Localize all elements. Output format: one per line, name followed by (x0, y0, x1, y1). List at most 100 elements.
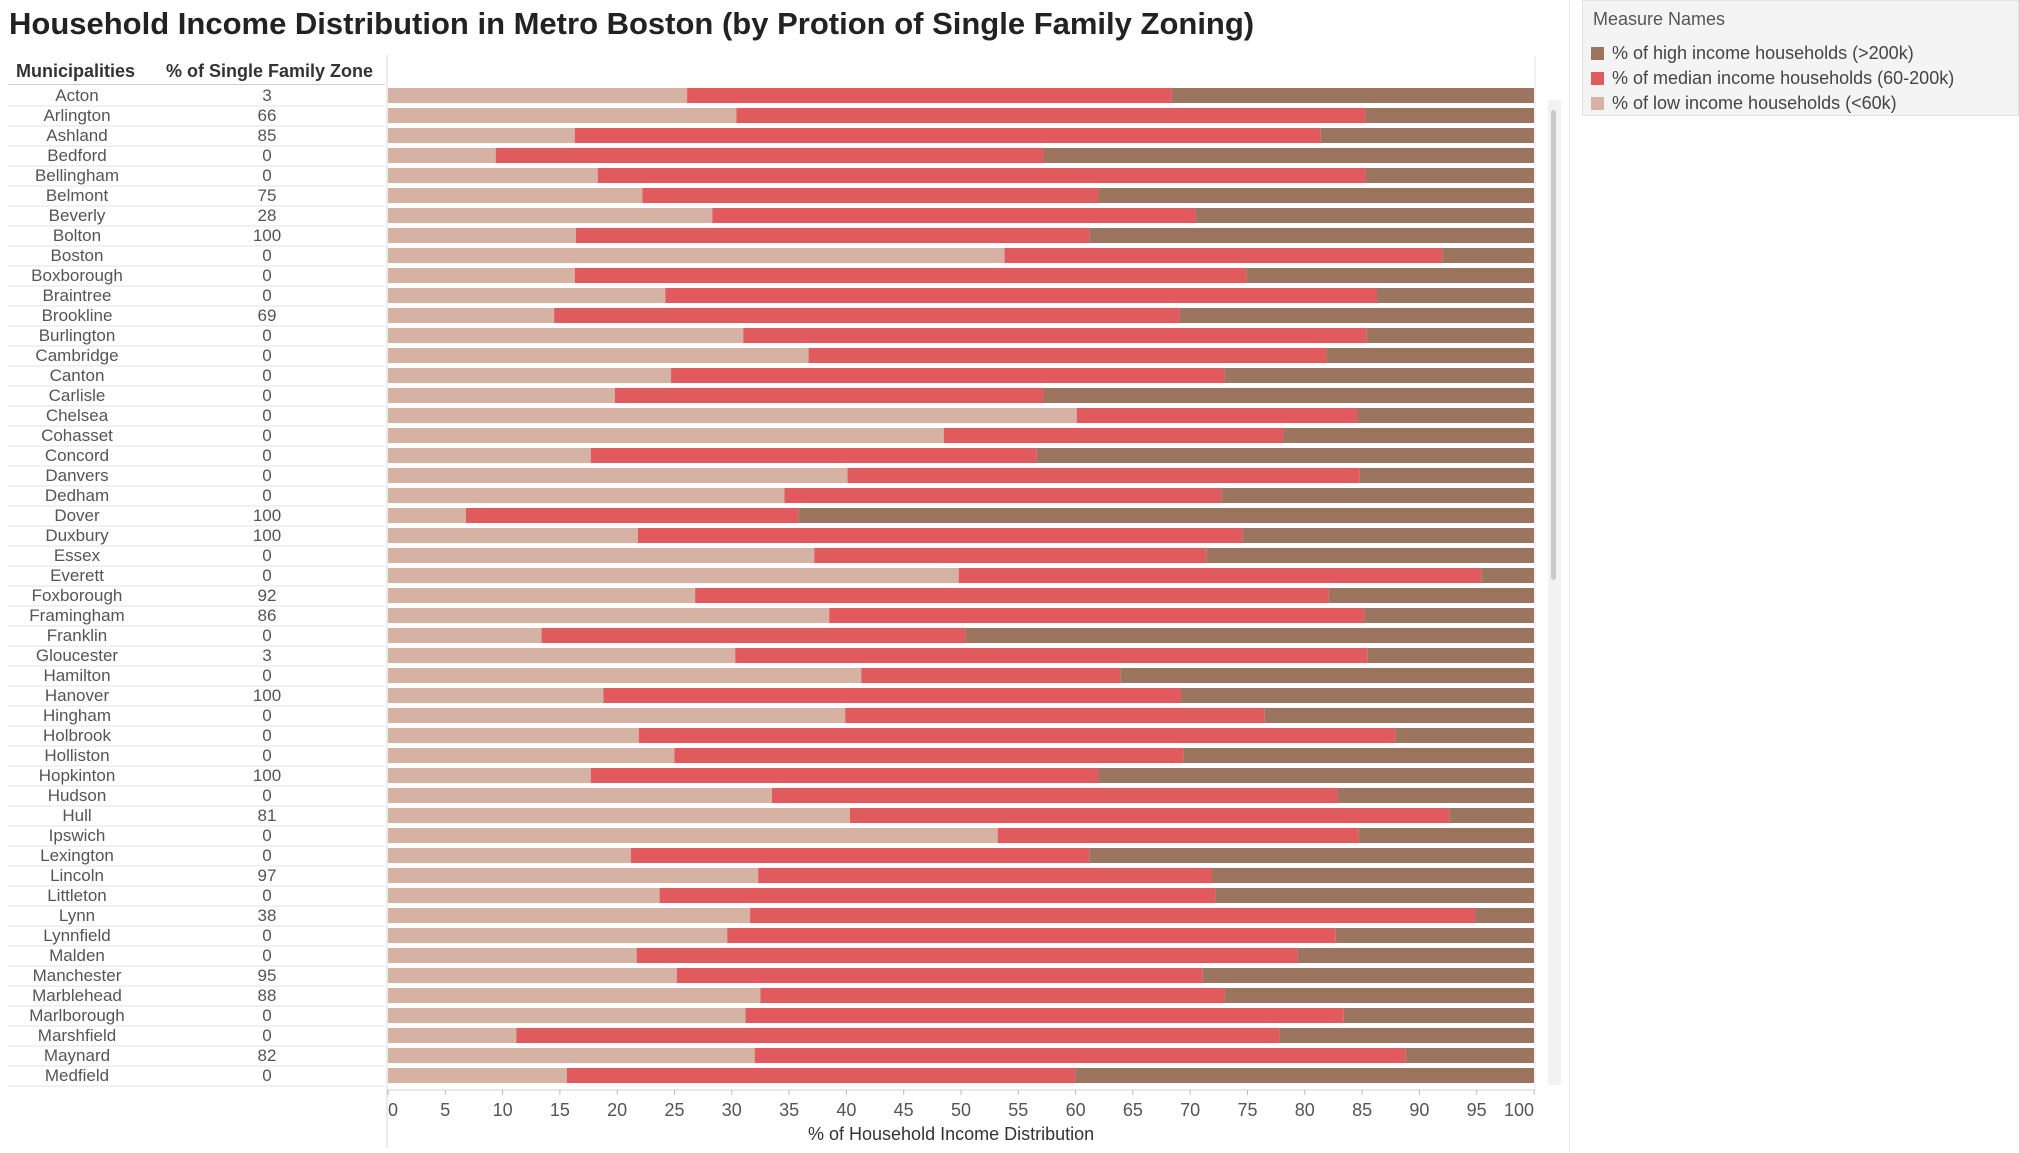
bar-segment-low-income[interactable] (388, 808, 850, 823)
bar-segment-high-income[interactable] (1171, 88, 1534, 103)
bar-segment-low-income[interactable] (388, 708, 846, 723)
bar-segment-high-income[interactable] (1264, 708, 1534, 723)
bar-segment-high-income[interactable] (1364, 608, 1534, 623)
bar-segment-median-income[interactable] (861, 668, 1121, 683)
bar-segment-low-income[interactable] (388, 828, 998, 843)
bar-segment-low-income[interactable] (388, 368, 672, 383)
bar-segment-low-income[interactable] (388, 1068, 567, 1083)
scrollbar-thumb[interactable] (1551, 110, 1556, 580)
bar-segment-high-income[interactable] (1246, 268, 1534, 283)
bar-segment-high-income[interactable] (1297, 948, 1534, 963)
municipality-label[interactable]: Concord (45, 446, 109, 465)
bar-segment-high-income[interactable] (1358, 828, 1534, 843)
bar-segment-low-income[interactable] (388, 548, 815, 563)
bar-segment-median-income[interactable] (642, 188, 1099, 203)
municipality-label[interactable]: Cohasset (41, 426, 113, 445)
municipality-label[interactable]: Ipswich (49, 826, 106, 845)
bar-segment-low-income[interactable] (388, 688, 604, 703)
municipality-label[interactable]: Holbrook (43, 726, 112, 745)
bar-segment-median-income[interactable] (695, 588, 1329, 603)
municipality-label[interactable]: Medfield (45, 1066, 109, 1085)
bar-segment-median-income[interactable] (674, 748, 1184, 763)
bar-segment-low-income[interactable] (388, 768, 591, 783)
bar-segment-high-income[interactable] (1043, 388, 1534, 403)
bar-segment-median-income[interactable] (465, 508, 799, 523)
municipality-label[interactable]: Malden (49, 946, 105, 965)
municipality-label[interactable]: Burlington (39, 326, 116, 345)
municipality-label[interactable]: Hingham (43, 706, 111, 725)
municipality-label[interactable]: Hanover (45, 686, 110, 705)
municipality-label[interactable]: Lynn (59, 906, 95, 925)
municipality-label[interactable]: Bolton (53, 226, 101, 245)
bar-segment-low-income[interactable] (388, 328, 744, 343)
bar-segment-median-income[interactable] (997, 828, 1359, 843)
bar-segment-low-income[interactable] (388, 628, 542, 643)
municipality-label[interactable]: Cambridge (35, 346, 118, 365)
bar-segment-high-income[interactable] (1089, 848, 1534, 863)
bar-segment-high-income[interactable] (1195, 208, 1534, 223)
bar-segment-low-income[interactable] (388, 1028, 517, 1043)
bar-segment-low-income[interactable] (388, 128, 575, 143)
bar-segment-low-income[interactable] (388, 928, 728, 943)
bar-segment-low-income[interactable] (388, 568, 959, 583)
bar-segment-median-income[interactable] (541, 628, 966, 643)
bar-segment-low-income[interactable] (388, 488, 785, 503)
bar-segment-median-income[interactable] (758, 868, 1212, 883)
bar-segment-high-income[interactable] (1359, 468, 1534, 483)
municipality-label[interactable]: Boxborough (31, 266, 123, 285)
bar-segment-low-income[interactable] (388, 608, 830, 623)
municipality-label[interactable]: Gloucester (36, 646, 119, 665)
bar-segment-low-income[interactable] (388, 248, 1005, 263)
bar-segment-low-income[interactable] (388, 1008, 746, 1023)
bar-segment-median-income[interactable] (735, 648, 1368, 663)
municipality-label[interactable]: Canton (50, 366, 105, 385)
bar-segment-median-income[interactable] (614, 388, 1044, 403)
bar-segment-high-income[interactable] (1449, 808, 1534, 823)
municipality-label[interactable]: Hamilton (43, 666, 110, 685)
municipality-label[interactable]: Beverly (49, 206, 106, 225)
bar-segment-high-income[interactable] (1075, 1068, 1534, 1083)
municipality-label[interactable]: Framingham (29, 606, 124, 625)
bar-segment-low-income[interactable] (388, 1048, 755, 1063)
municipality-label[interactable]: Maynard (44, 1046, 110, 1065)
bar-segment-median-income[interactable] (760, 988, 1225, 1003)
bar-segment-high-income[interactable] (1328, 588, 1534, 603)
bar-segment-high-income[interactable] (1335, 928, 1534, 943)
bar-segment-median-income[interactable] (590, 448, 1037, 463)
bar-segment-median-income[interactable] (958, 568, 1482, 583)
municipality-label[interactable]: Arlington (43, 106, 110, 125)
municipality-label[interactable]: Bellingham (35, 166, 119, 185)
bar-segment-high-income[interactable] (965, 628, 1534, 643)
bar-segment-median-income[interactable] (575, 228, 1090, 243)
municipality-label[interactable]: Holliston (44, 746, 109, 765)
bar-segment-low-income[interactable] (388, 308, 555, 323)
bar-segment-high-income[interactable] (1343, 1008, 1534, 1023)
bar-segment-median-income[interactable] (574, 128, 1321, 143)
legend-item-low-income[interactable]: % of low income households (<60k) (1591, 92, 1897, 114)
bar-segment-low-income[interactable] (388, 728, 639, 743)
bar-segment-high-income[interactable] (798, 508, 1534, 523)
bar-segment-low-income[interactable] (388, 908, 751, 923)
bar-segment-median-income[interactable] (754, 1048, 1406, 1063)
bar-segment-high-income[interactable] (1183, 748, 1534, 763)
bar-segment-high-income[interactable] (1442, 248, 1534, 263)
bar-segment-low-income[interactable] (388, 888, 660, 903)
municipality-label[interactable]: Lynnfield (43, 926, 110, 945)
bar-segment-low-income[interactable] (388, 968, 677, 983)
bar-segment-median-income[interactable] (676, 968, 1203, 983)
bar-segment-high-income[interactable] (1089, 228, 1534, 243)
bar-segment-median-income[interactable] (637, 528, 1243, 543)
municipality-label[interactable]: Dover (54, 506, 100, 525)
bar-segment-median-income[interactable] (671, 368, 1225, 383)
municipality-label[interactable]: Everett (50, 566, 104, 585)
bar-segment-median-income[interactable] (597, 168, 1366, 183)
bar-segment-median-income[interactable] (638, 728, 1396, 743)
municipality-label[interactable]: Brookline (42, 306, 113, 325)
bar-segment-median-income[interactable] (1076, 408, 1358, 423)
municipality-label[interactable]: Ashland (46, 126, 107, 145)
bar-segment-high-income[interactable] (1475, 908, 1534, 923)
bar-segment-high-income[interactable] (1215, 888, 1534, 903)
bar-segment-low-income[interactable] (388, 588, 696, 603)
bar-segment-high-income[interactable] (1206, 548, 1534, 563)
municipality-label[interactable]: Marblehead (32, 986, 122, 1005)
